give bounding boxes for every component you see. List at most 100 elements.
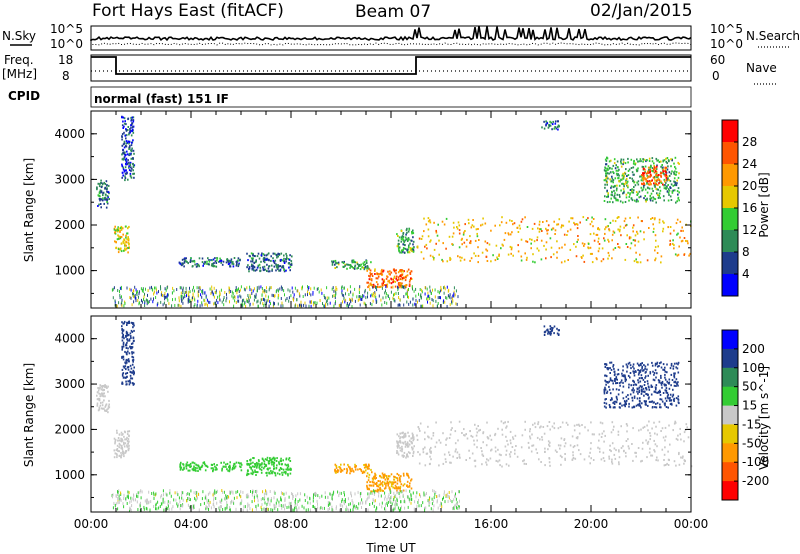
velocity-region-0 <box>96 384 111 414</box>
power-colorbar-tick: 20 <box>742 179 757 193</box>
velocity-region-5 <box>334 463 373 475</box>
velocity-colorbar-tick: 200 <box>742 342 765 356</box>
time-axis-label: Time UT <box>365 541 416 554</box>
velocity-region-1 <box>113 429 131 459</box>
power-colorbar-cell <box>722 230 738 253</box>
velocity-region-6 <box>366 472 413 493</box>
power-region-6 <box>366 268 413 289</box>
nsearch-tick-top: 10^5 <box>710 22 743 36</box>
velocity-colorbar-tick: -200 <box>742 474 769 488</box>
power-colorbar-cell <box>722 120 738 143</box>
power-colorbar-cell <box>722 252 738 275</box>
power-region-4 <box>246 252 293 273</box>
velocity-colorbar-tick: -50 <box>742 436 762 450</box>
nsky-label: N.Sky <box>2 29 36 43</box>
nave-tick-top: 60 <box>710 53 725 67</box>
power-ytick-label: 1000 <box>54 264 85 278</box>
velocity-ytick-label: 4000 <box>54 332 85 346</box>
time-tick-label: 00:00 <box>74 517 109 531</box>
cpid-panel: CPID normal (fast) 151 IF <box>8 86 692 108</box>
time-tick-label: 00:00 <box>674 517 709 531</box>
velocity-panel: 4000 3000 2000 1000 00:00 04:00 08:00 12:00 16:… <box>22 315 709 554</box>
power-colorbar-cell <box>722 186 738 209</box>
time-tick-label: 12:00 <box>374 517 409 531</box>
velocity-region-2 <box>121 320 135 386</box>
nsearch-tick-bottom: 10^0 <box>710 37 743 51</box>
velocity-region-9 <box>543 325 560 336</box>
power-colorbar-cell <box>722 142 738 165</box>
power-region-0 <box>96 179 110 209</box>
freq-panel: Freq. [MHz] 18 8 60 0 Nave <box>2 53 778 85</box>
time-tick-label: 08:00 <box>274 517 309 531</box>
velocity-colorbar-tick: -15 <box>742 417 762 431</box>
velocity-colorbar-cell <box>722 405 738 425</box>
power-colorbar-cell <box>722 274 738 297</box>
power-region-8 <box>416 216 692 264</box>
station-title: Fort Hays East (fitACF) <box>92 1 284 21</box>
power-panel: 4000 3000 2000 1000 Slant Range [km] <box>22 110 692 309</box>
power-colorbar-label: Power [dB] <box>757 172 771 237</box>
velocity-ytick-label: 1000 <box>54 468 85 482</box>
freq-tick-bottom: 8 <box>62 69 70 83</box>
velocity-near-range-scatter <box>111 489 460 512</box>
freq-tick-top: 18 <box>58 53 73 67</box>
power-colorbar-cell <box>722 164 738 187</box>
velocity-colorbar: 200 100 50 15 -15 -50 -100 -200 Velocity [m s^-… <box>721 329 771 501</box>
power-region-3 <box>178 257 241 268</box>
nsky-tick-top: 10^5 <box>50 22 83 36</box>
velocity-colorbar-cell <box>722 348 738 369</box>
power-ytick-label: 4000 <box>54 127 85 141</box>
velocity-colorbar-tick: 50 <box>742 380 757 394</box>
power-near-range-scatter <box>111 285 459 308</box>
power-region-2 <box>121 115 136 182</box>
velocity-colorbar-tick: 100 <box>742 361 765 375</box>
power-ylabel: Slant Range [km] <box>22 158 36 262</box>
power-region-7 <box>396 227 415 254</box>
power-colorbar-cell <box>722 208 738 231</box>
velocity-colorbar-cell <box>722 424 738 444</box>
power-region-10 <box>603 156 680 204</box>
velocity-colorbar-cell <box>722 462 738 482</box>
velocity-region-7 <box>396 431 415 459</box>
beam-title: Beam 07 <box>355 2 431 22</box>
time-tick-label: 16:00 <box>474 517 509 531</box>
nsky-tick-bottom: 10^0 <box>50 37 83 51</box>
velocity-region-3 <box>179 461 243 473</box>
power-region-1 <box>113 225 130 254</box>
freq-label: Freq. <box>4 53 34 67</box>
time-tick-label: 20:00 <box>574 517 609 531</box>
cpid-text: normal (fast) 151 IF <box>94 92 229 106</box>
power-colorbar-tick: 28 <box>742 135 757 149</box>
velocity-region-10 <box>603 361 680 409</box>
power-ytick-label: 2000 <box>54 218 85 232</box>
velocity-ylabel: Slant Range [km] <box>22 363 36 467</box>
velocity-region-4 <box>246 456 292 477</box>
velocity-colorbar-cell <box>722 481 738 501</box>
velocity-ytick-label: 3000 <box>54 377 85 391</box>
power-region-11 <box>641 165 668 186</box>
nave-tick-bottom: 0 <box>712 69 720 83</box>
power-region-5 <box>331 259 372 271</box>
power-colorbar-tick: 4 <box>742 267 750 281</box>
freq-unit: [MHz] <box>2 67 37 81</box>
cpid-label: CPID <box>8 89 40 103</box>
date-title: 02/Jan/2015 <box>590 1 693 21</box>
power-colorbar-tick: 12 <box>742 223 757 237</box>
power-colorbar: 28 24 20 16 12 8 4 Power [dB] <box>721 119 771 297</box>
nsearch-label: N.Search <box>746 29 800 43</box>
power-colorbar-tick: 24 <box>742 157 757 171</box>
velocity-colorbar-cell <box>722 330 738 350</box>
power-colorbar-tick: 8 <box>742 245 750 259</box>
velocity-colorbar-cell <box>722 443 738 463</box>
power-region-9 <box>541 120 560 131</box>
velocity-colorbar-tick: 15 <box>742 399 757 413</box>
time-tick-label: 04:00 <box>174 517 209 531</box>
velocity-ytick-label: 2000 <box>54 422 85 436</box>
velocity-colorbar-tick: -100 <box>742 455 769 469</box>
velocity-colorbar-label: Velocity [m s^-1] <box>757 366 771 470</box>
power-colorbar-tick: 16 <box>742 201 757 215</box>
nsky-panel: N.Sky 10^5 10^0 10^5 10^0 N.Search <box>2 22 800 51</box>
velocity-region-8 <box>416 420 693 468</box>
nave-label: Nave <box>746 61 777 75</box>
